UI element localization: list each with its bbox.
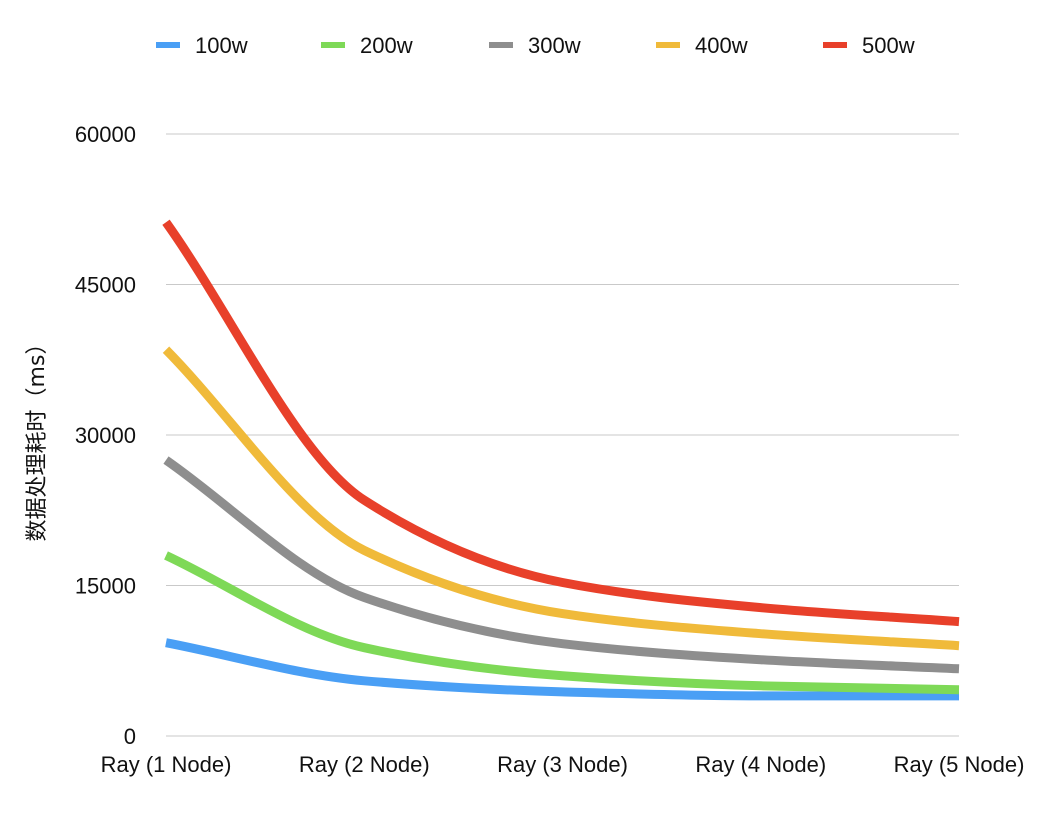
y-tick-label: 30000 <box>75 423 136 448</box>
legend-label: 300w <box>528 33 581 58</box>
y-axis-ticks: 0 15000 30000 45000 60000 <box>75 122 136 749</box>
x-axis-ticks: Ray (1 Node) Ray (2 Node) Ray (3 Node) Ray … <box>101 752 1025 777</box>
series-line-500w <box>162 219 960 627</box>
x-tick-label: Ray (4 Node) <box>695 752 826 777</box>
y-tick-label: 15000 <box>75 574 136 599</box>
x-tick-label: Ray (5 Node) <box>894 752 1025 777</box>
chart-legend: 100w 200w 300w 400w 500w <box>156 33 915 58</box>
y-tick-label: 0 <box>124 724 136 749</box>
x-tick-label: Ray (3 Node) <box>497 752 628 777</box>
legend-label: 200w <box>360 33 413 58</box>
series-line-300w <box>163 456 960 674</box>
series-line-400w <box>162 346 960 651</box>
series-line-200w <box>164 551 960 695</box>
x-tick-label: Ray (2 Node) <box>299 752 430 777</box>
legend-label: 400w <box>695 33 748 58</box>
y-tick-label: 60000 <box>75 122 136 147</box>
series-line-100w <box>165 638 959 701</box>
series-lines <box>162 219 960 701</box>
legend-label: 500w <box>862 33 915 58</box>
y-axis-title: 数据处理耗时（ms） <box>25 333 50 542</box>
x-tick-label: Ray (1 Node) <box>101 752 232 777</box>
y-tick-label: 45000 <box>75 273 136 298</box>
legend-label: 100w <box>195 33 248 58</box>
